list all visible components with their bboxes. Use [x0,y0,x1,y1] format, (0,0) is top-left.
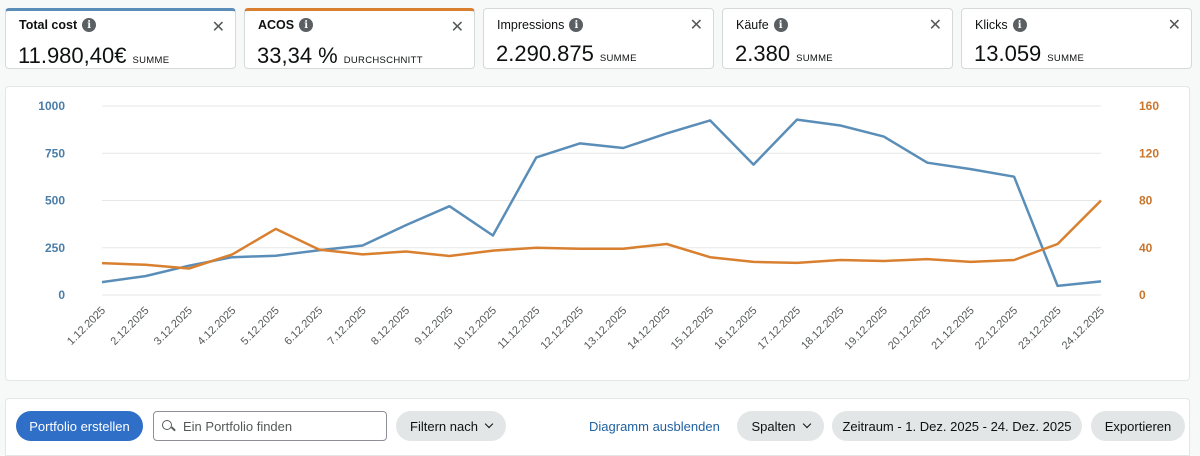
x-tick-label: 2.12.2025 [108,305,151,348]
metric-title-text: Total cost [19,18,78,32]
close-icon[interactable]: ✕ [689,17,703,34]
series-line-acos[interactable] [101,199,1102,270]
x-tick-label: 4.12.2025 [195,305,238,348]
info-icon[interactable]: i [1012,18,1027,32]
x-tick-label: 6.12.2025 [282,305,325,348]
x-tick-label: 15.12.2025 [669,305,716,352]
metric-unit: SUMME [132,55,170,66]
x-tick-label: 5.12.2025 [239,305,282,348]
metric-unit: SUMME [1047,53,1085,64]
metric-title: Total cost i [19,18,97,32]
metric-title-text: Klicks [975,18,1008,32]
y-left-tick-label: 0 [58,288,65,302]
export-button[interactable]: Exportieren [1091,411,1185,441]
y-right-tick-label: 80 [1139,194,1153,208]
x-tick-label: 7.12.2025 [326,305,369,348]
y-right-tick-label: 40 [1139,241,1153,255]
metric-title-text: Käufe [736,18,769,32]
metric-value: 13.059 SUMME [974,41,1084,67]
metric-title: Impressions i [497,18,584,32]
x-tick-label: 10.12.2025 [452,305,499,352]
metric-title: ACOS i [258,18,314,32]
x-tick-label: 24.12.2025 [1060,305,1107,352]
y-left-tick-label: 1000 [38,99,65,113]
x-tick-label: 9.12.2025 [413,305,456,348]
metric-value: 11.980,40€ SUMME [18,43,169,69]
metric-unit: DURCHSCHNITT [343,55,423,66]
y-left-tick-label: 750 [45,146,65,160]
info-icon[interactable]: i [773,18,788,32]
series-line-total-cost[interactable] [101,118,1102,288]
x-tick-label: 8.12.2025 [369,305,412,348]
portfolio-search[interactable] [153,411,387,441]
x-tick-label: 23.12.2025 [1016,305,1063,352]
metric-card-total-cost[interactable]: Total cost i ✕ 11.980,40€ SUMME [5,8,236,69]
x-tick-label: 14.12.2025 [625,305,672,352]
metric-number: 2.290.875 [496,41,594,66]
metric-title: Klicks i [975,18,1027,32]
chevron-down-icon [484,419,494,429]
chart-panel: 0 250 500 750 1000 0 40 80 120 160 1.12.2025 2.12.2… [5,86,1190,381]
metric-title-text: ACOS [258,18,295,32]
metric-title: Käufe i [736,18,788,32]
line-chart: 0 250 500 750 1000 0 40 80 120 160 1.12.2025 2.12.2… [38,99,1159,352]
metric-unit: SUMME [599,53,637,64]
metric-card-impressions[interactable]: Impressions i ✕ 2.290.875 SUMME [483,8,714,69]
metric-number: 11.980,40€ [18,43,127,68]
metric-number: 33,34 % [257,43,338,68]
date-range-button[interactable]: Zeitraum - 1. Dez. 2025 - 24. Dez. 2025 [832,411,1082,441]
filter-label: Filtern nach [410,418,478,434]
close-icon[interactable]: ✕ [928,17,942,34]
hide-chart-link[interactable]: Diagramm ausblenden [589,419,720,434]
y-right-tick-label: 120 [1139,146,1159,160]
chevron-down-icon [802,419,811,429]
info-icon[interactable]: i [82,18,97,32]
metric-title-text: Impressions [497,18,565,32]
y-right-tick-label: 0 [1139,288,1146,302]
filter-button[interactable]: Filtern nach [396,411,506,441]
x-tick-label: 16.12.2025 [712,305,759,352]
close-icon[interactable]: ✕ [1167,17,1181,34]
info-icon[interactable]: i [299,18,314,32]
metric-unit: SUMME [796,53,833,64]
y-left-tick-label: 250 [45,241,65,255]
y-right-tick-label: 160 [1139,99,1159,113]
x-tick-label: 21.12.2025 [929,305,976,352]
x-tick-label: 20.12.2025 [886,305,933,352]
columns-button[interactable]: Spalten [737,411,824,441]
search-icon [162,419,175,433]
y-left-tick-label: 500 [45,194,65,208]
metric-value: 33,34 % DURCHSCHNITT [257,43,423,69]
metric-number: 13.059 [974,41,1042,66]
x-tick-label: 12.12.2025 [538,305,585,352]
close-icon[interactable]: ✕ [211,19,225,36]
metric-cards: Total cost i ✕ 11.980,40€ SUMME ACOS i ✕ 33… [0,0,1200,76]
x-tick-label: 3.12.2025 [152,305,195,348]
x-tick-label: 19.12.2025 [843,305,890,352]
info-icon[interactable]: i [569,18,584,32]
x-tick-label: 22.12.2025 [973,305,1020,352]
x-tick-label: 13.12.2025 [582,305,629,352]
metric-number: 2.380 [735,41,791,66]
metric-value: 2.290.875 SUMME [496,41,637,67]
close-icon[interactable]: ✕ [450,19,464,36]
metric-value: 2.380 SUMME [735,41,833,67]
portfolio-search-input[interactable] [183,418,373,434]
columns-label: Spalten [751,418,796,434]
create-portfolio-button[interactable]: Portfolio erstellen [16,411,143,441]
metric-card-acos[interactable]: ACOS i ✕ 33,34 % DURCHSCHNITT [244,8,475,69]
x-tick-label: 11.12.2025 [496,305,543,352]
metric-card-kaeufe[interactable]: Käufe i ✕ 2.380 SUMME [722,8,953,69]
metric-card-klicks[interactable]: Klicks i ✕ 13.059 SUMME [961,8,1192,69]
x-tick-label: 1.12.2025 [65,305,108,348]
portfolio-toolbar: Portfolio erstellen Filtern nach Diagram… [5,398,1190,456]
x-tick-label: 17.12.2025 [756,305,803,352]
x-tick-label: 18.12.2025 [799,305,846,352]
